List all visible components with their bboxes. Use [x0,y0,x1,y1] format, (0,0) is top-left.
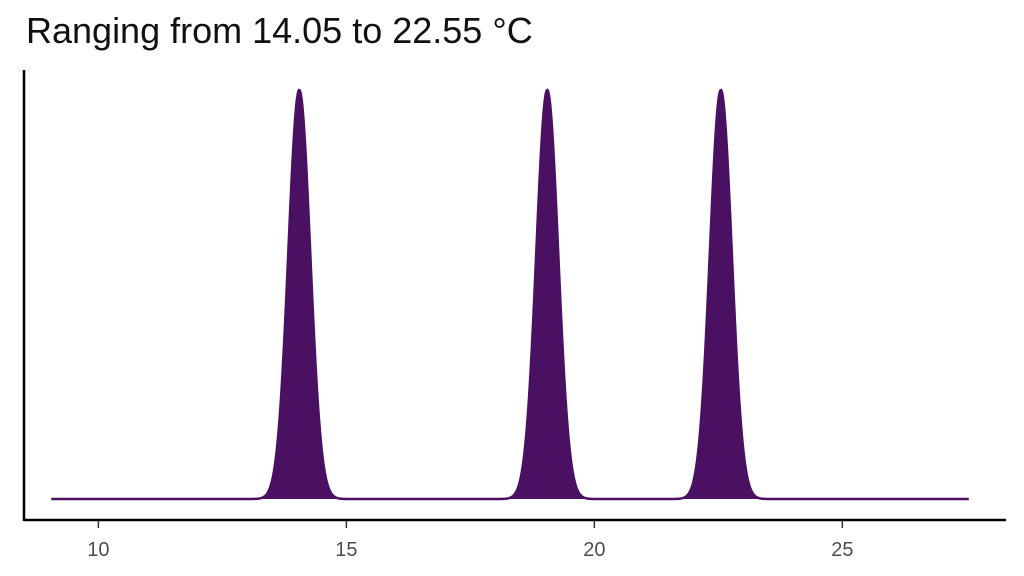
density-line [51,88,969,501]
x-axis-ticks: 10 15 20 25 [87,521,853,561]
x-tick-label: 25 [831,539,853,561]
x-tick-label: 10 [87,539,109,561]
density-area [51,90,969,499]
plot-area [51,88,969,501]
x-tick-label: 20 [583,539,605,561]
chart-title: Ranging from 14.05 to 22.55 °C [26,10,533,51]
x-tick-label: 15 [335,539,357,561]
